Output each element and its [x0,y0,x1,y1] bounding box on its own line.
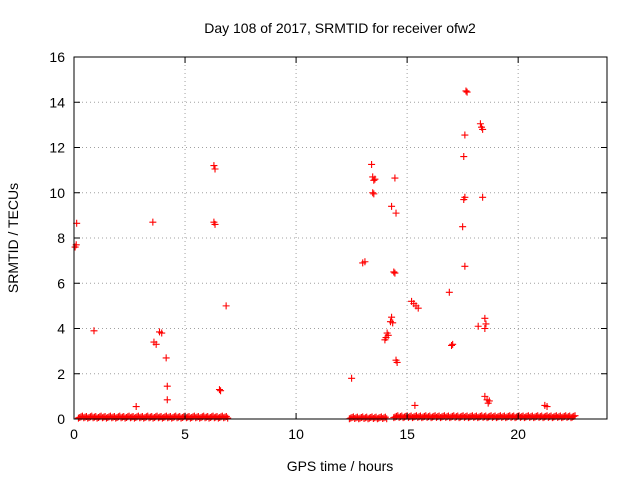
data-point [482,320,490,328]
y-tick-label: 0 [57,411,65,427]
data-point [411,401,419,409]
grid [74,57,607,419]
data-point [391,174,399,182]
x-tick-label: 0 [70,426,78,442]
data-point [149,218,157,226]
data-point [163,396,171,404]
data-point [222,302,230,310]
data-point [211,220,219,228]
data-point [393,358,401,366]
x-tick-label: 10 [288,426,304,442]
y-tick-label: 10 [49,185,65,201]
x-tick-label: 20 [510,426,526,442]
data-point [485,397,493,405]
data-point [162,354,170,362]
data-point [481,325,489,332]
data-point [481,314,489,322]
data-point [461,262,469,270]
data-point [152,340,160,348]
data-point [461,131,469,139]
data-point [392,209,400,217]
data-point [474,322,482,330]
data-point [479,193,487,201]
data-point [217,387,225,395]
y-tick-label: 14 [49,94,65,110]
data-point [348,374,356,382]
data-point [571,412,579,420]
data-point [543,403,551,411]
y-tick-label: 12 [49,140,65,156]
data-point [163,382,171,390]
data-point [460,153,468,161]
data-point [90,327,98,335]
data-point [391,269,399,277]
data-point [388,202,396,210]
x-axis-label: GPS time / hours [287,458,394,474]
data-point [388,313,396,321]
y-tick-label: 2 [57,366,65,382]
plot-frame [73,56,608,420]
data-point [449,340,457,348]
data-point [414,304,422,312]
data-point [361,258,369,266]
data-point [461,193,469,201]
data-point [132,403,140,411]
data-point [211,165,219,173]
data-point [158,329,166,337]
data-point [479,125,487,133]
y-tick-label: 16 [49,49,65,65]
data-point [224,414,232,422]
data-point [476,120,484,128]
data-point [371,175,379,183]
x-tick-label: 15 [399,426,415,442]
y-tick-label: 8 [57,230,65,246]
data-point [384,331,392,339]
data-point [215,386,223,394]
data-point [459,223,467,231]
data-point [210,162,218,170]
data-point [368,160,376,168]
data-point [462,87,470,95]
data-point [448,341,456,349]
x-tick-label: 5 [181,426,189,442]
data-point [445,288,453,296]
chart-title: Day 108 of 2017, SRMTID for receiver ofw… [204,20,476,36]
y-tick-label: 4 [57,321,65,337]
data-point [370,190,378,198]
data-point [370,176,378,184]
y-tick-label: 6 [57,275,65,291]
data-point [390,268,398,276]
y-axis-label: SRMTID / TECUs [5,183,21,293]
axis-ticks: 0 5 10 15 20 0 2 4 6 8 10 12 14 16 [49,49,607,442]
data-point [463,88,471,96]
data-point [389,319,397,327]
data-points [71,87,579,423]
data-point [369,189,377,197]
